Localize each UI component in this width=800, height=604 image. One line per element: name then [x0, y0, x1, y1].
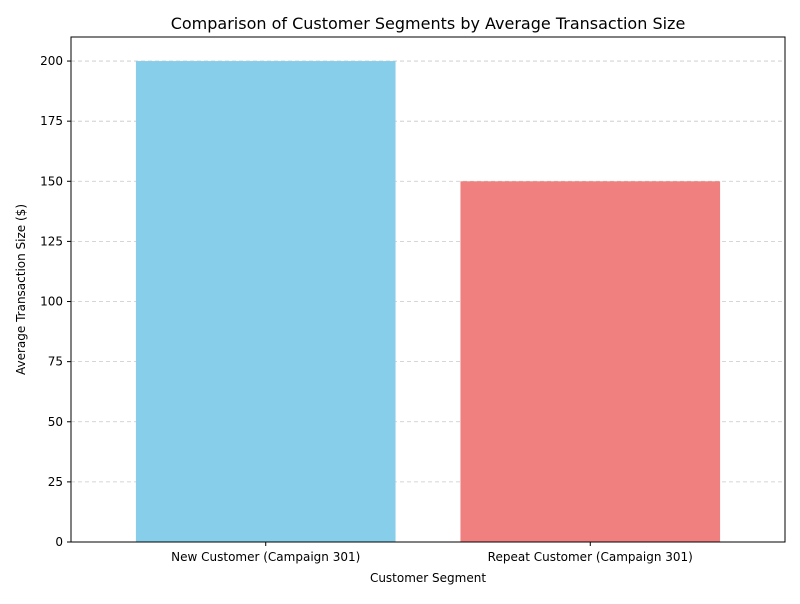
bars	[135, 61, 721, 543]
y-tick-label: 0	[55, 535, 63, 549]
chart-title: Comparison of Customer Segments by Avera…	[171, 14, 686, 33]
y-axis-label: Average Transaction Size ($)	[14, 204, 28, 375]
y-tick-label: 150	[40, 174, 63, 188]
y-axis-ticks: 0 25 50 75 100 125 150 175 200	[40, 54, 71, 549]
y-tick-label: 100	[40, 295, 63, 309]
x-axis-label: Customer Segment	[370, 571, 486, 585]
y-tick-label: 200	[40, 54, 63, 68]
bar	[460, 181, 721, 543]
x-tick-label: Repeat Customer (Campaign 301)	[488, 550, 693, 564]
bar	[135, 61, 396, 543]
y-tick-label: 50	[48, 415, 63, 429]
plot-frame	[70, 36, 786, 543]
y-tick-label: 75	[48, 355, 63, 369]
y-tick-label: 25	[48, 475, 63, 489]
y-tick-label: 125	[40, 234, 63, 248]
y-tick-label: 175	[40, 114, 63, 128]
x-tick-label: New Customer (Campaign 301)	[171, 550, 360, 564]
x-axis-ticks: New Customer (Campaign 301) Repeat Custom…	[171, 542, 693, 564]
